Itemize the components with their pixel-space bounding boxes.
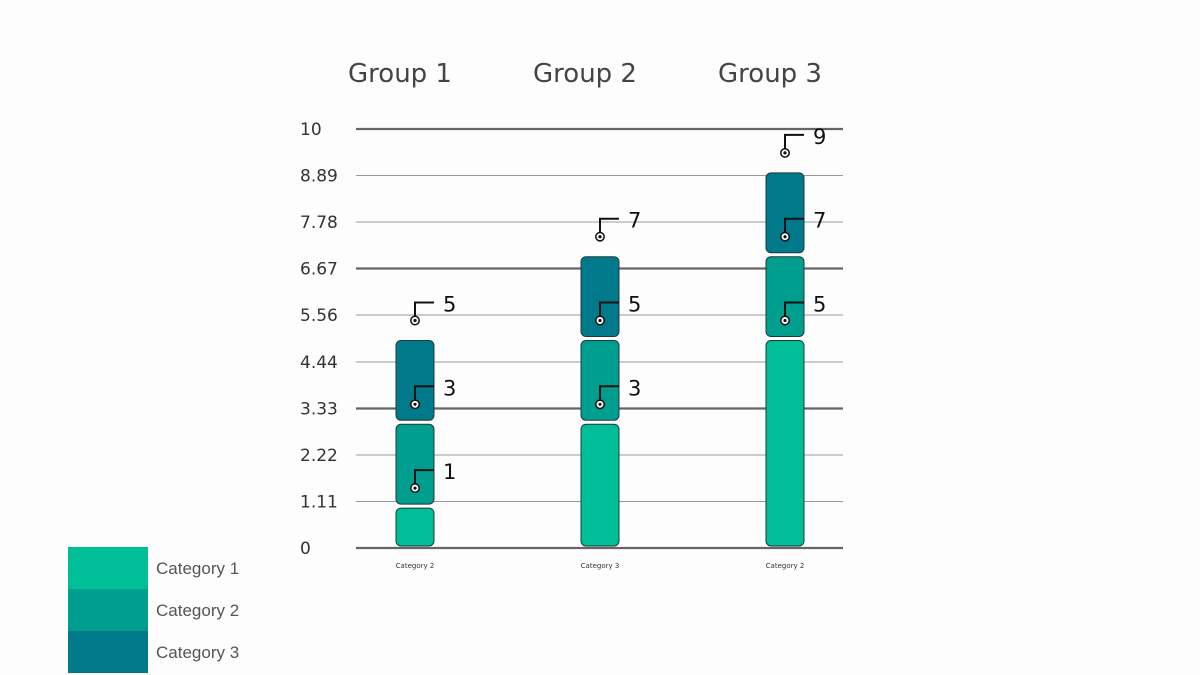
y-tick-label: 1.11 — [300, 492, 338, 512]
y-tick-label: 6.67 — [300, 260, 338, 280]
y-tick-label: 2.22 — [300, 446, 338, 466]
legend-swatch — [68, 589, 148, 631]
legend: Category 1 Category 2 Category 3 — [68, 547, 239, 673]
callout-line — [414, 301, 434, 317]
callout-label: 5 — [813, 293, 826, 317]
bar-segment — [395, 340, 435, 421]
legend-swatch — [68, 547, 148, 589]
callout: 5 — [410, 293, 456, 326]
callout-label: 7 — [813, 209, 826, 233]
callout-label: 5 — [443, 293, 456, 317]
legend-label: Category 3 — [156, 643, 239, 662]
callout: 3 — [410, 376, 456, 410]
y-axis: 0 1.11 2.22 3.33 4.44 5.56 6.67 7.78 8.89 10 Categ… — [300, 120, 804, 570]
callout-label: 1 — [443, 460, 456, 484]
bar-segment — [395, 507, 435, 547]
group-title: Group 3 — [718, 59, 822, 89]
callout-marker-dot — [413, 486, 417, 490]
callout-label: 3 — [443, 376, 456, 400]
callout: 7 — [595, 209, 641, 242]
callout: 3 — [595, 376, 641, 410]
y-tick-label: 8.89 — [300, 167, 338, 187]
callout-marker-dot — [783, 318, 787, 323]
bar-segment — [765, 340, 805, 547]
callout-marker-dot — [598, 318, 602, 323]
callout-line — [784, 133, 804, 149]
y-tick-label: 5.56 — [300, 306, 338, 326]
bar-segment — [765, 256, 805, 338]
callout: 1 — [410, 460, 456, 494]
callout-marker-dot — [598, 235, 602, 239]
callout-line — [414, 469, 434, 485]
callout-line — [784, 217, 804, 233]
callout-label: 5 — [628, 293, 641, 317]
callout-line — [784, 301, 804, 317]
callout: 5 — [595, 293, 641, 326]
callout-line — [599, 217, 619, 233]
group-titles: Group 1 Group 2 Group 3 — [348, 59, 822, 89]
y-tick-label: 0 — [300, 539, 311, 559]
category-label: Category 2 — [766, 562, 805, 570]
callout-marker-dot — [783, 235, 787, 239]
bar-segment — [580, 340, 620, 421]
callout-line — [414, 385, 434, 401]
callout: 5 — [780, 293, 826, 326]
y-tick-label: 3.33 — [300, 399, 338, 419]
callout-marker-dot — [598, 402, 602, 406]
callout-label: 9 — [813, 125, 826, 149]
callout-label: 3 — [628, 376, 641, 400]
callout-line — [599, 301, 619, 317]
callout-marker-dot — [413, 402, 417, 406]
group-title: Group 2 — [533, 59, 637, 89]
bar-segment — [580, 256, 620, 338]
bar-segment — [580, 423, 620, 547]
legend-swatch — [68, 631, 148, 673]
y-tick-label: 10 — [300, 120, 322, 140]
callout-label: 7 — [628, 209, 641, 233]
category-label: Category 2 — [396, 562, 435, 570]
callouts: 1 3 5 3 5 7 5 7 9 — [410, 125, 826, 494]
bar-segment — [765, 172, 805, 254]
legend-label: Category 2 — [156, 601, 239, 620]
callout-marker-dot — [413, 318, 417, 323]
y-tick-label: 7.78 — [300, 213, 338, 233]
legend-label: Category 1 — [156, 559, 239, 578]
callout: 9 — [780, 125, 826, 158]
bars — [395, 172, 805, 547]
callout: 7 — [780, 209, 826, 242]
callout-line — [599, 385, 619, 401]
category-label: Category 3 — [581, 562, 620, 570]
y-tick-label: 4.44 — [300, 353, 338, 373]
group-title: Group 1 — [348, 59, 452, 89]
bar-segment — [395, 423, 435, 505]
callout-marker-dot — [783, 151, 787, 155]
